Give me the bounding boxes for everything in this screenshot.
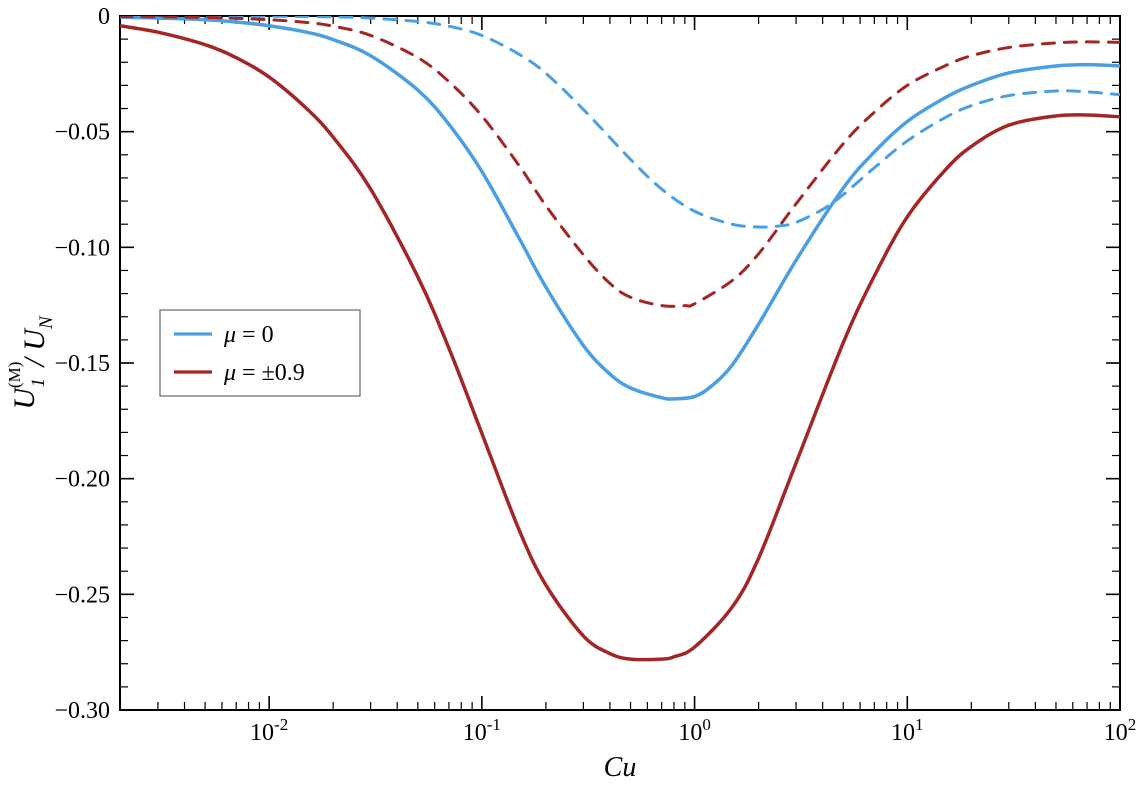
y-tick-label: −0.25: [54, 582, 110, 608]
legend: μ = 0 μ = ±0.9: [160, 310, 360, 396]
y-tick-label: −0.30: [54, 698, 110, 724]
y-tick-label: −0.05: [54, 120, 110, 146]
y-tick-label: −0.10: [54, 235, 110, 261]
y-tick-label: 0: [98, 4, 110, 30]
legend-label: μ = 0: [223, 322, 274, 348]
line-chart: 10-210-1100101102Cu0−0.05−0.10−0.15−0.20…: [0, 0, 1140, 789]
y-tick-label: −0.20: [54, 467, 110, 493]
y-tick-label: −0.15: [54, 351, 110, 377]
chart-svg: 10-210-1100101102Cu0−0.05−0.10−0.15−0.20…: [0, 0, 1140, 789]
x-axis-label: Cu: [604, 752, 637, 783]
legend-label: μ = ±0.9: [223, 360, 305, 386]
